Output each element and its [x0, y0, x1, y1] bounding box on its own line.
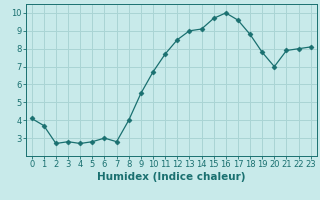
X-axis label: Humidex (Indice chaleur): Humidex (Indice chaleur) — [97, 172, 245, 182]
